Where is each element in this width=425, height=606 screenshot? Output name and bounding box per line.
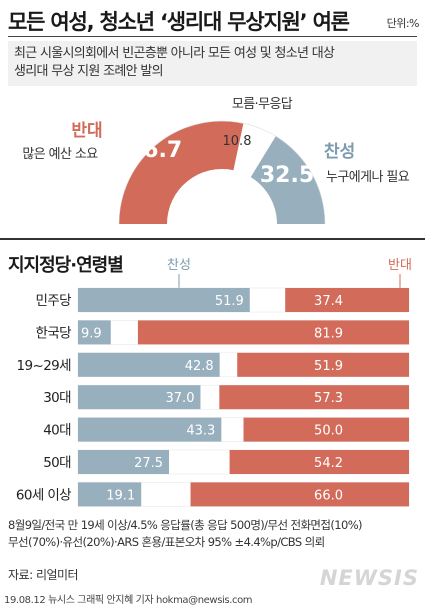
value-label-oppose: 54.2	[314, 456, 343, 471]
slice-value-3: 32.5	[260, 163, 314, 188]
bar-support	[78, 385, 201, 410]
value-label-support: 19.1	[106, 488, 135, 503]
newsis-logo: NEWSIS	[319, 566, 419, 590]
category-label: 한국당	[36, 325, 72, 341]
bar-oppose	[285, 288, 409, 312]
value-label-support: 37.0	[166, 391, 195, 406]
footnote-line-1: 8월9일/전국 만 19세 이상/4.5% 응답률(총 응답 500명)/무선 …	[8, 518, 363, 532]
slice-value-2: 10.8	[223, 134, 252, 149]
value-label-oppose: 37.4	[314, 294, 343, 309]
slice-value-1: 56.7	[128, 138, 182, 163]
bar-oppose	[237, 352, 409, 377]
value-label-support: 42.8	[185, 359, 214, 374]
donut-slice-2	[233, 123, 276, 178]
value-label-oppose: 50.0	[314, 424, 343, 439]
source-label: 자료: 리얼미터	[8, 568, 79, 582]
bar-support	[78, 450, 170, 474]
footnote-line-2: 무선(70%)·유선(20%)·ARS 혼용/표본오차 95% ±4.4%p/C…	[8, 535, 325, 549]
bar-support	[78, 482, 142, 507]
value-label-oppose: 66.0	[314, 488, 343, 503]
donut-outline	[118, 120, 326, 225]
value-label-oppose: 51.9	[314, 359, 343, 374]
bar-support	[78, 320, 111, 345]
section-divider	[0, 238, 425, 240]
value-label-support: 27.5	[134, 456, 163, 471]
category-label: 민주당	[36, 293, 72, 309]
slice-label-3: 찬성	[324, 142, 355, 162]
category-label: 60세 이상	[16, 487, 71, 503]
bar-oppose	[229, 450, 409, 474]
value-label-oppose: 81.9	[314, 326, 343, 341]
bar-support	[78, 288, 250, 312]
subtitle-line-2: 생리대 무상 지원 조례안 발의	[14, 64, 164, 79]
category-label: 50대	[43, 455, 71, 471]
bar-oppose	[219, 385, 409, 410]
legend-oppose: 반대	[388, 258, 412, 273]
value-label-oppose: 57.3	[314, 391, 343, 406]
category-label: 19~29세	[17, 358, 72, 374]
section-title: 지지정당·연령별	[8, 255, 124, 276]
category-label: 30대	[43, 390, 71, 406]
slice-note-3: 누구에게나 필요	[326, 170, 410, 185]
bar-support	[78, 352, 220, 377]
slice-label-2: 모름·무응답	[232, 97, 293, 112]
value-label-support: 51.9	[215, 294, 244, 309]
subtitle-line-1: 최근 시울시의회에서 빈곤층뿐 아니라 모든 여성 및 청소년 대상	[14, 46, 335, 61]
unit-label: 단위:%	[386, 17, 420, 30]
legend-support: 찬성	[167, 258, 191, 273]
bar-oppose	[137, 320, 409, 345]
bar-oppose	[190, 482, 409, 507]
title-divider	[8, 36, 417, 37]
subtitle-box: 최근 시울시의회에서 빈곤층뿐 아니라 모든 여성 및 청소년 대상 생리대 무…	[8, 41, 417, 86]
donut-slice-3	[250, 136, 325, 224]
credit-line: 19.08.12 뉴시스 그래픽 안지혜 기자 hokma@newsis.com	[4, 595, 253, 606]
category-label: 40대	[43, 423, 71, 439]
value-label-support: 43.3	[186, 424, 215, 439]
value-label-support: 9.9	[81, 326, 102, 341]
bar-support	[78, 417, 222, 442]
bar-oppose	[243, 417, 409, 442]
page-title: 모든 여성, 청소년 ‘생리대 무상지원’ 여론	[8, 10, 350, 34]
slice-note-1: 많은 예산 소요	[22, 147, 98, 162]
donut-slice-1	[119, 121, 244, 224]
survey-footnote: 8월9일/전국 만 19세 이상/4.5% 응답률(총 응답 500명)/무선 …	[8, 517, 363, 551]
slice-label-1: 반대	[71, 121, 102, 141]
